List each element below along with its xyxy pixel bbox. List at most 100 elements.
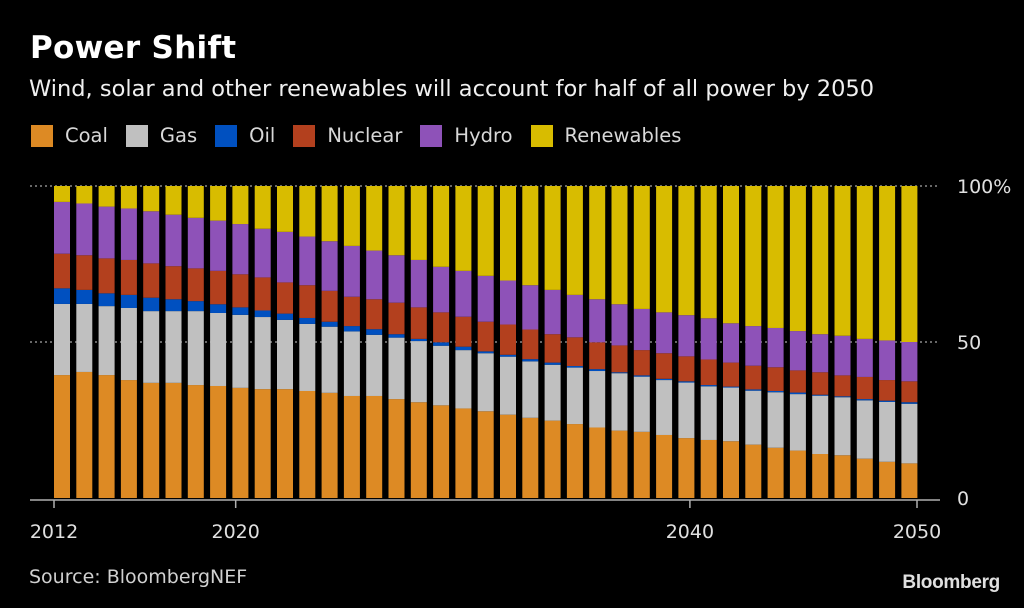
bar-coal-2020 <box>232 387 249 498</box>
bar-nuclear-2019 <box>210 270 227 305</box>
bar-hydro-2030 <box>455 270 472 317</box>
bar-nuclear-2048 <box>856 376 873 400</box>
bloomberg-logo: Bloomberg <box>902 572 1000 593</box>
bar-hydro-2050 <box>901 342 918 382</box>
bar-coal-2017 <box>165 382 182 498</box>
bar-renewables-2047 <box>834 186 851 336</box>
bar-coal-2048 <box>856 458 873 498</box>
bar-nuclear-2025 <box>343 296 360 327</box>
bar-coal-2050 <box>901 463 918 498</box>
bar-coal-2014 <box>98 375 115 498</box>
bar-coal-2047 <box>834 455 851 498</box>
bar-nuclear-2044 <box>767 367 784 391</box>
bar-gas-2020 <box>232 314 249 388</box>
bar-renewables-2042 <box>723 186 739 324</box>
bar-oil-2019 <box>210 304 227 313</box>
bar-oil-2014 <box>98 293 115 307</box>
bar-oil-2044 <box>767 390 784 393</box>
bar-renewables-2021 <box>254 186 271 229</box>
bar-hydro-2034 <box>544 289 561 335</box>
bar-coal-2029 <box>433 405 450 498</box>
bar-coal-2042 <box>723 441 739 498</box>
bar-hydro-2038 <box>633 308 650 351</box>
bar-renewables-2022 <box>277 186 293 232</box>
bar-nuclear-2042 <box>723 362 739 387</box>
bar-nuclear-2014 <box>98 258 115 294</box>
bar-coal-2016 <box>143 382 160 498</box>
y-tick-label-0: 0 <box>957 488 969 510</box>
bar-oil-2021 <box>254 310 271 318</box>
bar-oil-2026 <box>366 329 383 335</box>
bar-gas-2032 <box>500 356 516 415</box>
bar-hydro-2031 <box>477 275 494 322</box>
bar-hydro-2029 <box>433 266 450 313</box>
bar-gas-2047 <box>834 397 851 456</box>
bar-gas-2017 <box>165 311 182 383</box>
bar-hydro-2014 <box>98 206 115 259</box>
bar-oil-2025 <box>343 326 360 332</box>
chart-title: Power Shift <box>30 30 237 66</box>
bar-gas-2014 <box>98 306 115 376</box>
bar-nuclear-2047 <box>834 375 851 397</box>
legend-label-nuclear: Nuclear <box>327 124 403 147</box>
bar-gas-2041 <box>700 386 717 440</box>
bar-hydro-2021 <box>254 228 271 278</box>
bar-oil-2046 <box>812 394 829 396</box>
bar-gas-2031 <box>477 353 494 412</box>
bar-hydro-2032 <box>500 280 516 325</box>
bar-coal-2040 <box>678 438 695 498</box>
bar-nuclear-2036 <box>589 342 606 370</box>
bar-renewables-2040 <box>678 186 695 316</box>
bar-coal-2049 <box>879 461 896 498</box>
bar-oil-2028 <box>410 338 427 342</box>
bar-renewables-2035 <box>566 186 583 295</box>
bar-gas-2038 <box>633 376 650 432</box>
bar-gas-2034 <box>544 364 561 421</box>
bar-gas-2013 <box>76 303 93 372</box>
bar-nuclear-2023 <box>299 285 316 318</box>
bar-hydro-2019 <box>210 220 227 271</box>
bar-nuclear-2016 <box>143 263 160 298</box>
bar-hydro-2037 <box>611 304 628 346</box>
bar-renewables-2015 <box>120 186 137 209</box>
bar-coal-2028 <box>410 402 427 498</box>
legend-item-oil: Oil <box>215 124 275 147</box>
bar-hydro-2018 <box>187 217 204 269</box>
x-tick-label-2040: 2040 <box>666 521 714 543</box>
bar-hydro-2013 <box>76 203 93 256</box>
bar-coal-2044 <box>767 447 784 498</box>
bar-nuclear-2041 <box>700 359 717 386</box>
bar-renewables-2038 <box>633 186 650 309</box>
bar-coal-2031 <box>477 411 494 498</box>
bar-renewables-2048 <box>856 186 873 339</box>
bar-renewables-2012 <box>54 186 70 202</box>
y-tick-label-100: 100% <box>957 176 1011 198</box>
bar-gas-2026 <box>366 334 383 396</box>
bar-nuclear-2039 <box>656 353 673 379</box>
bar-gas-2030 <box>455 350 472 409</box>
bar-nuclear-2031 <box>477 321 494 352</box>
bar-renewables-2028 <box>410 186 427 260</box>
bar-oil-2033 <box>522 359 539 362</box>
bar-nuclear-2018 <box>187 268 204 302</box>
bar-renewables-2023 <box>299 186 316 237</box>
bar-nuclear-2021 <box>254 277 271 311</box>
bar-coal-2038 <box>633 431 650 498</box>
legend-label-coal: Coal <box>65 124 108 147</box>
bar-coal-2037 <box>611 430 628 498</box>
bar-oil-2013 <box>76 289 93 304</box>
bar-hydro-2027 <box>388 255 405 303</box>
bar-gas-2039 <box>656 380 673 435</box>
bar-renewables-2043 <box>745 186 762 327</box>
bar-oil-2040 <box>678 381 695 383</box>
bar-renewables-2017 <box>165 186 182 215</box>
bar-oil-2032 <box>500 354 516 357</box>
bar-nuclear-2038 <box>633 350 650 376</box>
bar-nuclear-2049 <box>879 380 896 401</box>
bar-coal-2039 <box>656 434 673 498</box>
bar-oil-2030 <box>455 346 472 351</box>
bar-hydro-2049 <box>879 340 896 381</box>
bar-gas-2018 <box>187 311 204 386</box>
legend-swatch-nuclear <box>293 124 316 147</box>
bar-oil-2031 <box>477 351 494 354</box>
